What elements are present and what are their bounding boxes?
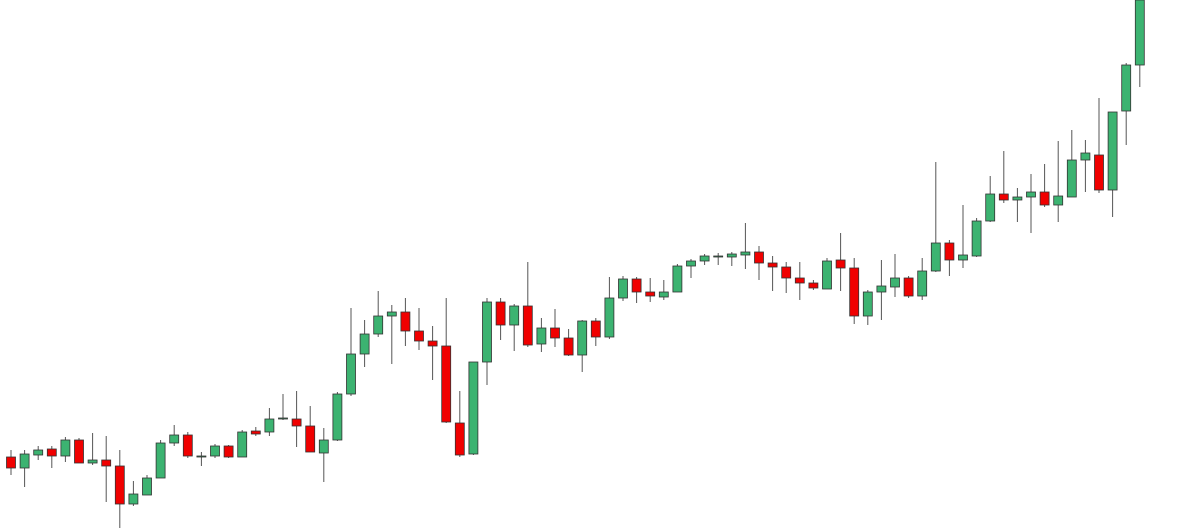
candle-body	[604, 297, 615, 338]
candle-body	[373, 315, 384, 335]
candle-body	[740, 251, 751, 256]
candle-body	[781, 266, 792, 279]
candle-body	[210, 445, 220, 457]
candle-body	[264, 418, 275, 433]
candle-body	[1053, 195, 1064, 206]
candle-body	[903, 277, 914, 297]
candle-body	[237, 431, 248, 458]
candle-body	[74, 439, 84, 464]
candle-body	[128, 493, 139, 505]
candle-body	[468, 361, 479, 455]
candle-body	[101, 459, 112, 467]
candle-body	[618, 278, 628, 299]
candle-body	[835, 259, 846, 269]
candle-body	[46, 448, 57, 457]
candle-body	[563, 337, 574, 356]
candle-body	[713, 255, 724, 258]
candle-body	[60, 439, 71, 457]
candle-body	[6, 456, 16, 469]
candle-body	[114, 465, 125, 505]
candle-body	[318, 439, 329, 454]
candle-body	[223, 445, 234, 458]
candle-body	[577, 320, 588, 356]
candle-body	[305, 425, 316, 453]
candle-body	[998, 193, 1009, 201]
candle-body	[890, 277, 900, 288]
candle-body	[1039, 191, 1050, 206]
candle-body	[87, 459, 98, 464]
candle-body	[250, 430, 261, 435]
candle-body	[1012, 196, 1023, 201]
candle-body	[876, 285, 887, 293]
candle-body	[400, 311, 411, 332]
candle-body	[672, 265, 683, 293]
candle-body	[1026, 191, 1036, 198]
candle-body	[1107, 111, 1118, 191]
candle-body	[522, 305, 533, 346]
candle-body	[971, 220, 982, 257]
candle-body	[332, 393, 343, 441]
candle-body	[196, 455, 207, 458]
candle-body	[1066, 159, 1077, 198]
candle-body	[509, 305, 520, 326]
candle-body	[454, 422, 465, 456]
candle-body	[1121, 64, 1132, 112]
candle-body	[386, 311, 397, 317]
candle-body	[645, 291, 656, 297]
candle-body	[441, 345, 452, 423]
candle-body	[359, 333, 370, 355]
candle-body	[944, 242, 955, 261]
candle-body	[182, 434, 193, 457]
candle-body	[686, 260, 696, 267]
candle-body	[808, 282, 819, 289]
candle-body	[1094, 154, 1104, 191]
candle-body	[726, 253, 737, 258]
candle-body	[142, 477, 152, 496]
candle-body	[862, 291, 873, 317]
candle-body	[754, 251, 764, 264]
candle-body	[495, 301, 506, 326]
candle-body	[291, 418, 302, 427]
candle-body	[917, 270, 928, 297]
candle-body	[346, 353, 356, 395]
candle-body	[849, 267, 860, 317]
candle-body	[169, 434, 180, 444]
candle-body	[482, 301, 492, 363]
candle-body	[658, 291, 669, 298]
candle-body	[767, 262, 778, 268]
candle-body	[958, 254, 968, 261]
candle-body	[33, 449, 44, 456]
candle-body	[19, 453, 30, 469]
candle-body	[414, 330, 424, 342]
candle-body	[1080, 152, 1091, 161]
candle-body	[536, 327, 547, 345]
candle-body	[631, 278, 642, 293]
candle-body	[1134, 0, 1145, 66]
candle-body	[427, 340, 438, 347]
candle-body	[822, 260, 832, 290]
candle-body	[794, 277, 805, 284]
candle-body	[590, 320, 601, 338]
candle-body	[155, 442, 166, 479]
candle-body	[985, 193, 996, 222]
candle-body	[930, 242, 941, 272]
candle-body	[278, 417, 288, 420]
candle-body	[550, 327, 560, 339]
candle-body	[699, 255, 710, 262]
